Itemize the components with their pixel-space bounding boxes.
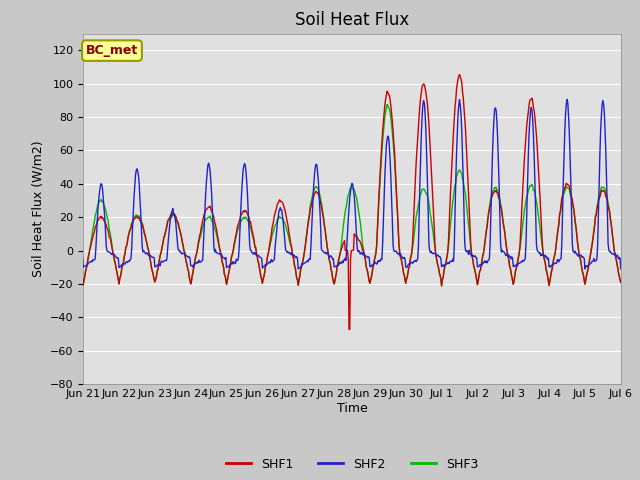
X-axis label: Time: Time	[337, 402, 367, 415]
Text: BC_met: BC_met	[86, 44, 138, 57]
Legend: SHF1, SHF2, SHF3: SHF1, SHF2, SHF3	[221, 453, 483, 476]
SHF1	[617, 279, 625, 285]
SHF1	[456, 72, 463, 77]
SHF3	[512, 268, 520, 274]
SHF1	[457, 77, 465, 83]
Line: SHF3: SHF3	[47, 105, 621, 286]
SHF2	[617, 266, 625, 272]
SHF1	[529, 99, 536, 105]
SHF3	[438, 283, 445, 289]
SHF3	[52, 231, 60, 237]
SHF2	[563, 96, 571, 102]
SHF2	[170, 210, 177, 216]
Line: SHF1: SHF1	[47, 74, 621, 329]
SHF3	[529, 184, 536, 190]
SHF3	[383, 102, 391, 108]
SHF2	[510, 264, 518, 269]
SHF2	[122, 260, 129, 265]
SHF3	[122, 245, 129, 251]
SHF2	[52, 259, 60, 264]
SHF3	[170, 213, 177, 218]
SHF1	[122, 245, 129, 251]
SHF2	[456, 96, 463, 102]
SHF3	[457, 170, 465, 176]
SHF3	[44, 279, 51, 285]
SHF1	[52, 235, 60, 240]
SHF2	[527, 105, 535, 110]
SHF1	[170, 211, 177, 216]
Line: SHF2: SHF2	[47, 99, 621, 269]
SHF3	[617, 279, 625, 285]
SHF2	[44, 263, 51, 269]
SHF1	[512, 268, 520, 274]
SHF1	[44, 279, 51, 285]
Y-axis label: Soil Heat Flux (W/m2): Soil Heat Flux (W/m2)	[31, 141, 44, 277]
Title: Soil Heat Flux: Soil Heat Flux	[295, 11, 409, 29]
SHF1	[345, 326, 353, 332]
